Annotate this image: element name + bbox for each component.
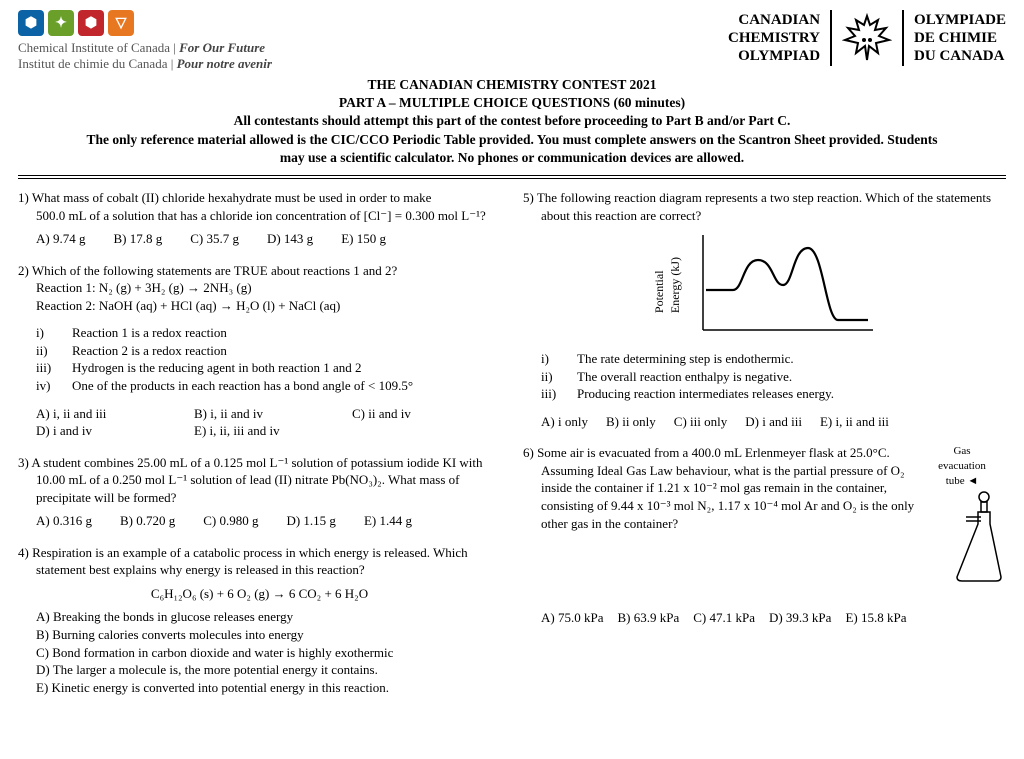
q-text: 2) Which of the following statements are… xyxy=(18,262,501,280)
option: A) 9.74 g xyxy=(36,230,85,248)
option: A) i only xyxy=(541,413,588,431)
option: E) 15.8 kPa xyxy=(845,609,906,627)
statement: Producing reaction intermediates release… xyxy=(577,385,834,403)
statement: Hydrogen is the reducing agent in both r… xyxy=(72,359,362,377)
question-columns: 1) What mass of cobalt (II) chloride hex… xyxy=(18,189,1006,710)
statement: The rate determining step is endothermic… xyxy=(577,350,794,368)
option: B) 0.720 g xyxy=(120,512,175,530)
org-tag-fr: Pour notre avenir xyxy=(177,56,272,71)
option: C) 0.980 g xyxy=(203,512,258,530)
header-left: ⬢ ✦ ⬢ ▽ Chemical Institute of Canada | F… xyxy=(18,10,272,72)
option: D) 143 g xyxy=(267,230,313,248)
options: A) i only B) ii only C) iii only D) i an… xyxy=(523,413,1006,431)
logo-row: ⬢ ✦ ⬢ ▽ xyxy=(18,10,272,36)
flask-icon xyxy=(936,489,1006,584)
options: A) Breaking the bonds in glucose release… xyxy=(18,608,501,696)
option: B) 17.8 g xyxy=(113,230,162,248)
org-line-fr: Institut de chimie du Canada | Pour notr… xyxy=(18,56,272,72)
section-rule xyxy=(18,175,1006,179)
options: A) 9.74 g B) 17.8 g C) 35.7 g D) 143 g E… xyxy=(18,230,501,248)
reaction-chart xyxy=(688,230,878,340)
option: E) Kinetic energy is converted into pote… xyxy=(36,679,501,697)
q-text: 1) What mass of cobalt (II) chloride hex… xyxy=(18,189,501,207)
energy-diagram: PotentialEnergy (kJ) xyxy=(523,230,1006,340)
question-4: 4) Respiration is an example of a catabo… xyxy=(18,544,501,696)
option: B) ii only xyxy=(606,413,656,431)
header-right-en: CANADIAN CHEMISTRY OLYMPIAD xyxy=(728,11,820,65)
options: A) 0.316 g B) 0.720 g C) 0.980 g D) 1.15… xyxy=(18,512,501,530)
reaction: Reaction 2: NaOH (aq) + HCl (aq) → H₂O (… xyxy=(18,297,501,315)
logo-icon: ✦ xyxy=(48,10,74,36)
flask-diagram: Gas evacuation tube ◄ xyxy=(936,444,1006,588)
q-text: 5) The following reaction diagram repres… xyxy=(523,189,1006,224)
option: C) 47.1 kPa xyxy=(693,609,755,627)
divider xyxy=(830,10,832,66)
header-right-fr: OLYMPIADE DE CHIMIE DU CANADA xyxy=(914,11,1006,65)
title-block: THE CANADIAN CHEMISTRY CONTEST 2021 PART… xyxy=(18,76,1006,167)
q-text-wrap: Gas evacuation tube ◄ 6) Some air is eva… xyxy=(523,444,1006,532)
option: B) i, ii and iv xyxy=(194,405,324,423)
org-name-fr: Institut de chimie du Canada xyxy=(18,56,167,71)
option: B) Burning calories converts molecules i… xyxy=(36,626,501,644)
option: D) The larger a molecule is, the more po… xyxy=(36,661,501,679)
option: E) 1.44 g xyxy=(364,512,412,530)
statement: One of the products in each reaction has… xyxy=(72,377,413,395)
instruction-line: may use a scientific calculator. No phon… xyxy=(18,149,1006,167)
org-tag-en: For Our Future xyxy=(179,40,265,55)
question-5: 5) The following reaction diagram repres… xyxy=(523,189,1006,430)
q-text: 3) A student combines 25.00 mL of a 0.12… xyxy=(18,454,501,507)
question-3: 3) A student combines 25.00 mL of a 0.12… xyxy=(18,454,501,530)
option: E) 150 g xyxy=(341,230,386,248)
option: A) i, ii and iii xyxy=(36,405,166,423)
y-axis-label: PotentialEnergy (kJ) xyxy=(651,257,683,313)
part-title: PART A – MULTIPLE CHOICE QUESTIONS (60 m… xyxy=(18,94,1006,112)
option: C) iii only xyxy=(674,413,727,431)
left-column: 1) What mass of cobalt (II) chloride hex… xyxy=(18,189,501,710)
org-line-en: Chemical Institute of Canada | For Our F… xyxy=(18,40,272,56)
statement: The overall reaction enthalpy is negativ… xyxy=(577,368,792,386)
question-2: 2) Which of the following statements are… xyxy=(18,262,501,440)
q-text: 4) Respiration is an example of a catabo… xyxy=(18,544,501,579)
option: D) 39.3 kPa xyxy=(769,609,831,627)
question-6: Gas evacuation tube ◄ 6) Some air is eva… xyxy=(523,444,1006,626)
options: A) i, ii and iii B) i, ii and iv C) ii a… xyxy=(18,405,501,440)
option: B) 63.9 kPa xyxy=(617,609,679,627)
q-text: 500.0 mL of a solution that has a chlori… xyxy=(18,207,501,225)
right-column: 5) The following reaction diagram repres… xyxy=(523,189,1006,710)
question-1: 1) What mass of cobalt (II) chloride hex… xyxy=(18,189,501,248)
option: A) 0.316 g xyxy=(36,512,92,530)
reaction: Reaction 1: N₂ (g) + 3H₂ (g) → 2NH₃ (g) xyxy=(18,279,501,297)
statements: i)The rate determining step is endotherm… xyxy=(523,350,1006,403)
statements: i)Reaction 1 is a redox reaction ii)Reac… xyxy=(18,324,501,394)
arrow-left-icon: ◄ xyxy=(967,475,978,487)
header-right: CANADIAN CHEMISTRY OLYMPIAD OLYMPIADE DE… xyxy=(728,10,1006,66)
options: A) 75.0 kPa B) 63.9 kPa C) 47.1 kPa D) 3… xyxy=(523,609,1006,627)
option: C) ii and iv xyxy=(352,405,411,423)
option: D) i and iii xyxy=(745,413,802,431)
option: C) 35.7 g xyxy=(190,230,239,248)
instruction-line: All contestants should attempt this part… xyxy=(18,112,1006,130)
statement: Reaction 2 is a redox reaction xyxy=(72,342,227,360)
option: D) i and iv xyxy=(36,422,166,440)
statement: Reaction 1 is a redox reaction xyxy=(72,324,227,342)
option: C) Bond formation in carbon dioxide and … xyxy=(36,644,501,662)
logo-icon: ▽ xyxy=(108,10,134,36)
org-name-en: Chemical Institute of Canada xyxy=(18,40,170,55)
option: E) i, ii and iii xyxy=(820,413,889,431)
logo-icon: ⬢ xyxy=(78,10,104,36)
maple-leaf-icon xyxy=(842,13,892,63)
divider xyxy=(902,10,904,66)
q-text: 6) Some air is evacuated from a 400.0 mL… xyxy=(523,445,914,530)
option: E) i, ii, iii and iv xyxy=(194,422,280,440)
option: D) 1.15 g xyxy=(286,512,335,530)
option: A) 75.0 kPa xyxy=(541,609,603,627)
contest-title: THE CANADIAN CHEMISTRY CONTEST 2021 xyxy=(18,76,1006,94)
header: ⬢ ✦ ⬢ ▽ Chemical Institute of Canada | F… xyxy=(18,10,1006,72)
option: A) Breaking the bonds in glucose release… xyxy=(36,608,501,626)
equation: C₆H₁₂O₆ (s) + 6 O₂ (g) → 6 CO₂ + 6 H₂O xyxy=(18,585,501,603)
instruction-line: The only reference material allowed is t… xyxy=(18,131,1006,149)
logo-icon: ⬢ xyxy=(18,10,44,36)
